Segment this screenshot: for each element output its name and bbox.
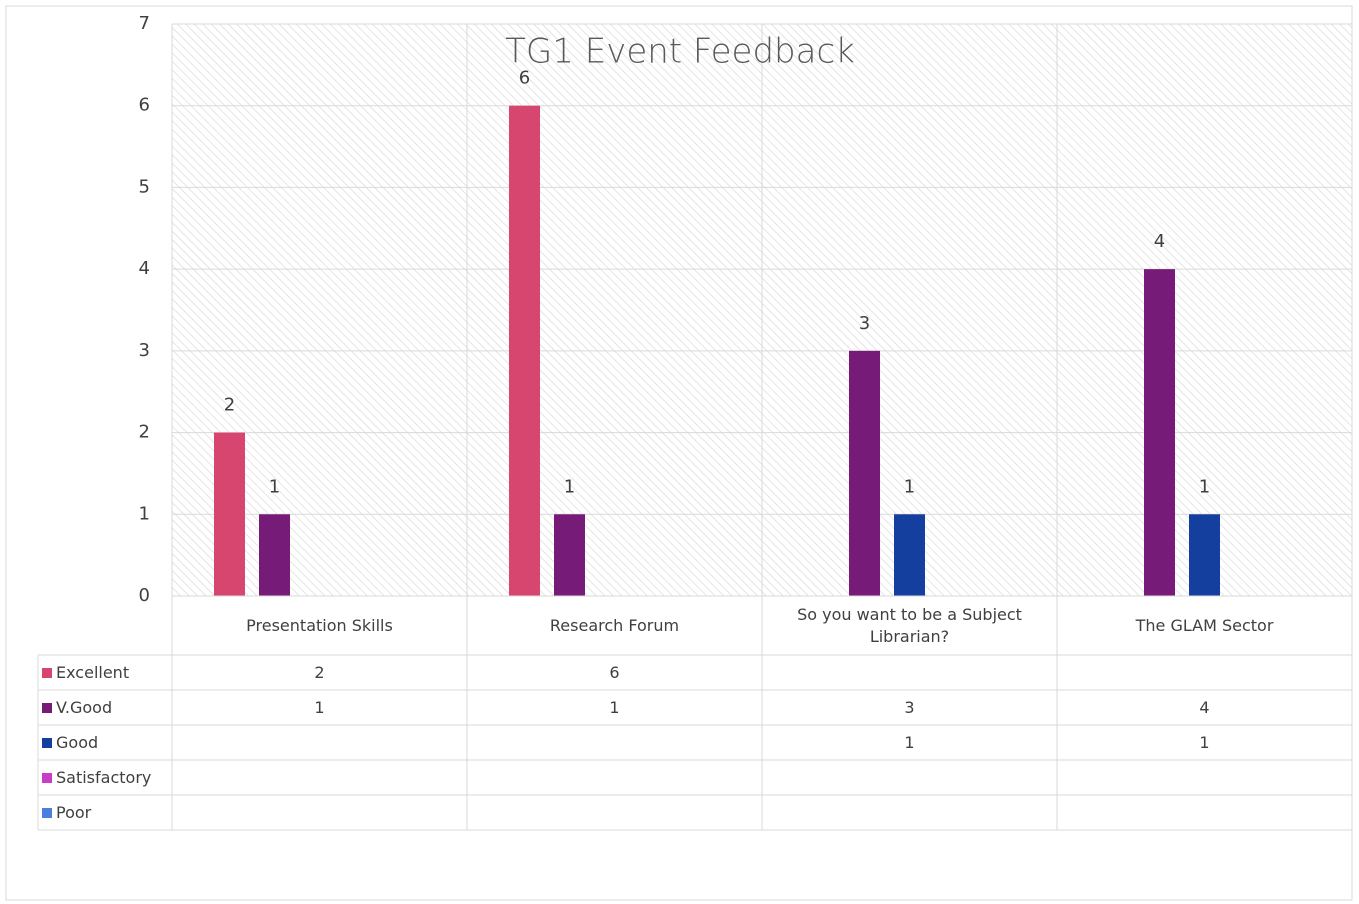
legend-label: Poor [56,802,92,822]
legend-swatch [42,667,52,678]
table-value: 2 [314,662,325,682]
bar [894,514,925,596]
bar [214,432,245,596]
legend-label: Excellent [56,662,130,682]
bar [1189,514,1220,596]
legend-entry: Poor [38,795,172,830]
chart-title: TG1 Event Feedback [505,32,855,72]
legend-swatch [42,772,52,783]
y-tick-label: 1 [139,503,150,524]
y-tick-label: 5 [139,176,150,197]
table-value: 1 [1199,732,1210,752]
y-tick-label: 6 [139,95,150,116]
data-label: 6 [519,68,530,89]
data-label: 1 [564,476,575,497]
data-label: 2 [224,395,235,416]
bar [849,350,880,596]
table-value: 4 [1199,697,1210,717]
data-label: 3 [859,313,870,334]
data-label: 1 [904,476,915,497]
data-label: 1 [269,476,280,497]
legend-entry: Good [38,725,172,760]
legend-swatch [42,702,52,713]
bar [1144,269,1175,596]
table-value: 1 [609,697,620,717]
legend-entry: V.Good [38,690,172,725]
table-value: 1 [314,697,325,717]
y-tick-label: 0 [139,585,150,606]
legend-label: V.Good [56,697,113,717]
x-tick-label: Research Forum [549,615,680,635]
table-value: 6 [609,662,620,682]
y-tick-label: 2 [139,422,150,443]
legend-label: Good [56,732,99,752]
data-label: 4 [1154,231,1165,252]
legend-label: Satisfactory [56,767,152,787]
legend-entry: Satisfactory [38,760,172,795]
y-tick-label: 7 [139,13,150,34]
y-tick-label: 4 [139,258,150,279]
table-value: 3 [904,697,915,717]
legend-entry: Excellent [38,655,172,690]
bar [509,105,540,596]
data-label: 1 [1199,476,1210,497]
legend-swatch [42,807,52,818]
x-tick-label: The GLAM Sector [1135,615,1274,635]
bar [554,514,585,596]
x-tick-label: So you want to be a Subject Librarian? [797,604,1022,646]
bar [259,514,290,596]
y-tick-label: 3 [139,340,150,361]
x-tick-label: Presentation Skills [246,615,393,635]
table-value: 1 [904,732,915,752]
legend-swatch [42,737,52,748]
